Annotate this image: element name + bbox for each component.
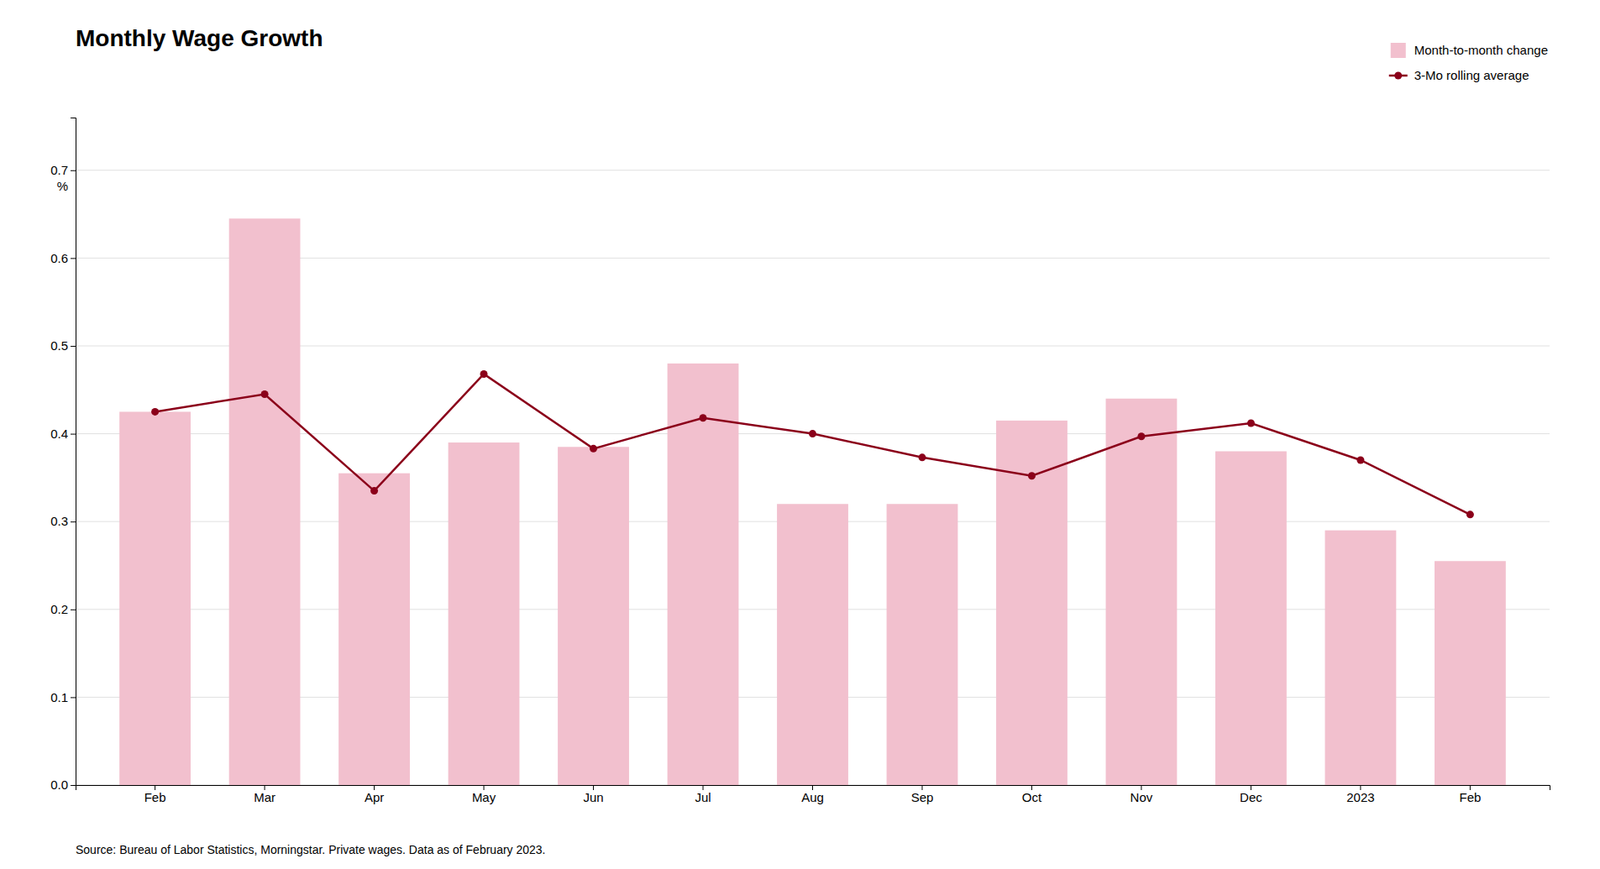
legend: Month-to-month change 3-Mo rolling averag… bbox=[1389, 42, 1548, 83]
y-axis-line bbox=[70, 118, 77, 787]
x-tick-label: Mar bbox=[253, 790, 276, 805]
line-series bbox=[151, 370, 1475, 519]
bar-series bbox=[119, 218, 1506, 786]
y-tick-label: 0.6 bbox=[50, 251, 69, 266]
legend-label: Month-to-month change bbox=[1414, 42, 1548, 58]
x-tick-label: May bbox=[472, 790, 497, 805]
y-tick: 0.5 bbox=[50, 338, 76, 353]
bar bbox=[1434, 561, 1506, 786]
x-tick: May bbox=[472, 785, 497, 805]
x-tick: Jun bbox=[582, 785, 604, 805]
marker bbox=[589, 445, 598, 453]
marker bbox=[918, 453, 926, 462]
y-tick-label: 0.7 bbox=[50, 162, 69, 178]
bar bbox=[338, 473, 410, 786]
y-tick: 0.1 bbox=[50, 690, 76, 705]
y-tick-mark bbox=[70, 521, 76, 523]
x-tick-label: Apr bbox=[364, 790, 384, 805]
bar bbox=[1215, 451, 1287, 787]
grid-line bbox=[75, 169, 1550, 171]
grid bbox=[75, 170, 1550, 786]
y-tick-mark bbox=[70, 346, 76, 347]
y-tick: 0.3 bbox=[50, 514, 76, 529]
x-tick: Feb bbox=[1458, 785, 1481, 805]
x-tick: Nov bbox=[1130, 785, 1154, 805]
y-tick-label: 0.4 bbox=[50, 426, 69, 441]
bar bbox=[1106, 398, 1178, 786]
x-tick: Sep bbox=[911, 785, 934, 805]
plot: FebMarAprMayJunJulAugSepOctNovDec2023Feb… bbox=[50, 118, 1550, 805]
chart: FebMarAprMayJunJulAugSepOctNovDec2023Feb… bbox=[0, 0, 1600, 869]
title: Monthly Wage Growth bbox=[75, 25, 324, 52]
y-tick-label: 0.2 bbox=[50, 602, 69, 617]
marks bbox=[119, 218, 1506, 786]
source: Source: Bureau of Labor Statistics, Morn… bbox=[75, 843, 546, 857]
y-tick-mark bbox=[70, 609, 76, 611]
x-tick-label: Nov bbox=[1130, 790, 1154, 805]
marker bbox=[261, 390, 269, 399]
bar bbox=[229, 218, 301, 786]
marker bbox=[1247, 419, 1255, 428]
marker bbox=[370, 487, 378, 495]
y-unit-label: % bbox=[57, 178, 69, 194]
y-tick-label: 0.0 bbox=[50, 777, 69, 793]
bar bbox=[776, 503, 849, 786]
marker bbox=[1466, 510, 1475, 519]
x-tick-label: Aug bbox=[801, 790, 824, 805]
x-tick: Aug bbox=[801, 785, 824, 805]
marker bbox=[699, 414, 708, 422]
y-tick: 0.2 bbox=[50, 602, 76, 617]
x-axis: Feb Mar Apr May Jun Jul Aug Sep Oct Nov Dec 2023 Feb bbox=[76, 785, 1551, 805]
y-tick-label: 0.1 bbox=[50, 690, 69, 705]
x-tick-label: Jul bbox=[694, 790, 711, 805]
legend-marker bbox=[1394, 72, 1402, 80]
y-tick-mark bbox=[70, 170, 76, 172]
y-tick: 0.7 bbox=[50, 162, 76, 178]
legend-item: Month-to-month change bbox=[1390, 42, 1548, 58]
y-tick-mark bbox=[70, 785, 76, 787]
x-tick: Feb bbox=[144, 785, 167, 805]
y-tick-label: 0.5 bbox=[50, 338, 69, 353]
x-tick-label: Sep bbox=[911, 790, 934, 805]
bar bbox=[448, 442, 520, 786]
bar bbox=[996, 420, 1068, 786]
x-tick: Oct bbox=[1022, 785, 1043, 805]
x-tick-label: Feb bbox=[1458, 790, 1481, 805]
y-tick-label: 0.3 bbox=[50, 514, 69, 529]
marker bbox=[1028, 472, 1036, 480]
x-tick: Jul bbox=[694, 785, 711, 805]
bar bbox=[119, 411, 191, 786]
x-tick-label: Oct bbox=[1022, 790, 1043, 805]
y-tick: 0.6 bbox=[50, 251, 76, 266]
marker bbox=[1137, 432, 1145, 441]
legend-item: 3-Mo rolling average bbox=[1389, 68, 1530, 83]
y-tick-mark bbox=[70, 434, 76, 436]
x-tick-label: 2023 bbox=[1346, 790, 1375, 805]
bar bbox=[1325, 530, 1397, 786]
bar bbox=[557, 446, 630, 786]
bar bbox=[886, 503, 959, 786]
x-tick-label: Dec bbox=[1239, 790, 1263, 805]
y-tick-mark bbox=[70, 697, 76, 698]
marker bbox=[151, 408, 159, 416]
x-tick: Dec bbox=[1239, 785, 1263, 805]
x-tick: Apr bbox=[364, 785, 384, 805]
marker bbox=[480, 370, 488, 378]
y-tick: 0.4 bbox=[50, 426, 76, 441]
line bbox=[155, 373, 1471, 515]
y-tick: 0.0 bbox=[50, 777, 76, 793]
x-tick: 2023 bbox=[1346, 785, 1375, 805]
legend-swatch bbox=[1390, 42, 1406, 58]
x-tick: Mar bbox=[253, 785, 276, 805]
legend-label: 3-Mo rolling average bbox=[1414, 68, 1530, 83]
bar bbox=[667, 363, 740, 786]
x-tick-label: Feb bbox=[144, 790, 167, 805]
marker bbox=[1356, 456, 1364, 464]
x-tick-label: Jun bbox=[582, 790, 604, 805]
y-tick-mark bbox=[70, 257, 76, 259]
y-axis: 0.0 0.1 0.2 0.3 0.4 0.5 0.6 0.7 bbox=[50, 118, 76, 793]
marker bbox=[808, 430, 817, 438]
